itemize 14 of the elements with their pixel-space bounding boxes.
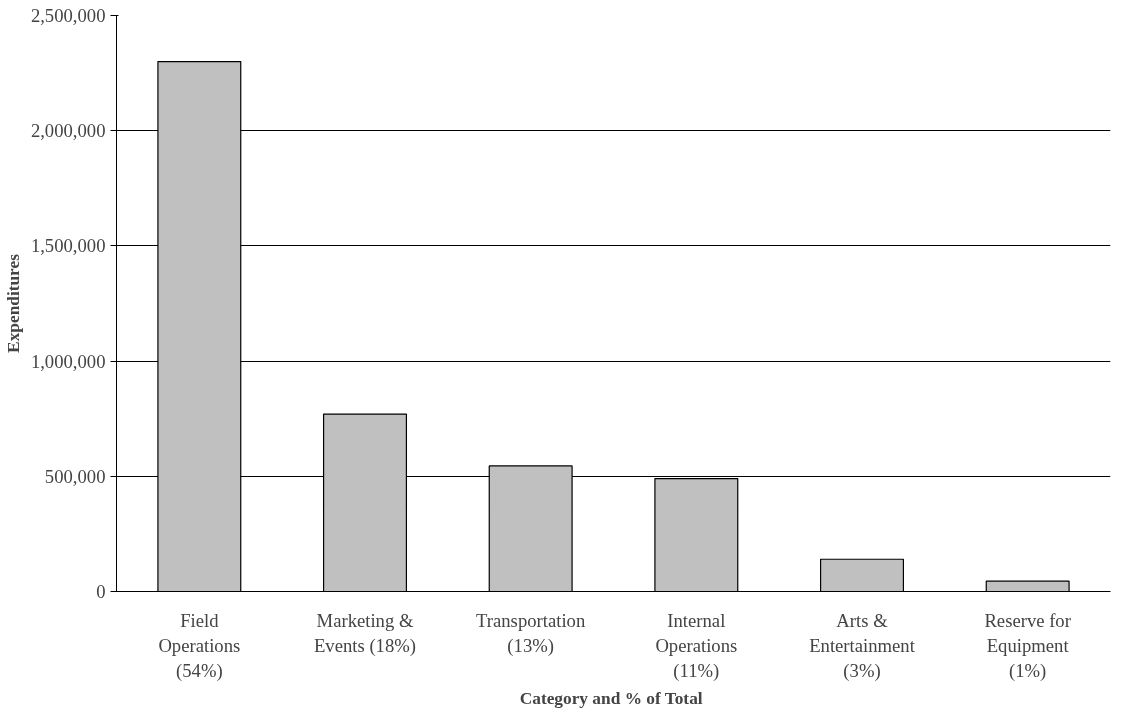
y-tick-label: 1,500,000 [30,235,106,257]
y-tick-label: 1,000,000 [30,350,106,372]
x-tick-label: Internal Operations (11%) [655,609,738,682]
x-tick-label: Marketing & Events (18%) [313,609,417,657]
x-tick-label: Arts & Entertainment (3%) [809,609,916,682]
y-tick-label: 2,500,000 [30,5,106,26]
x-tick-label: Reserve for Equipment (1%) [984,609,1072,682]
x-axis-title: Category and % of Total [519,688,703,708]
y-tick-label: 500,000 [44,465,106,487]
y-tick-label: 2,000,000 [30,120,106,142]
y-axis-title: Expenditures [3,253,23,353]
x-tick-label: Transportation (13%) [476,609,586,657]
x-tick-label: Field Operations (54%) [158,609,241,682]
y-tick-label: 0 [96,581,106,602]
